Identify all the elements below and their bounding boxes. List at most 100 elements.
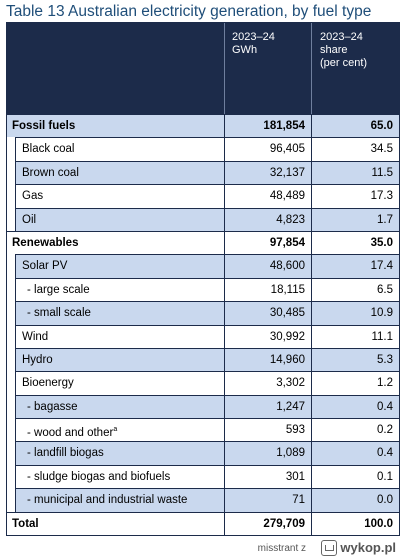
gwh-value: 30,992 xyxy=(269,330,305,343)
header-divider xyxy=(224,23,225,114)
cell-divider xyxy=(311,302,312,325)
indent-gutter xyxy=(7,277,15,302)
row-label-text: Hydro xyxy=(22,353,53,366)
cell-divider xyxy=(15,278,16,302)
cell-divider xyxy=(15,255,16,278)
cell-divider xyxy=(15,442,16,465)
gwh-value: 301 xyxy=(285,470,305,483)
row-label-text: - large scale xyxy=(27,283,90,296)
data-table: 2023–24 GWh 2023–24 share (per cent) Fos… xyxy=(6,22,400,536)
indent-gutter xyxy=(7,347,15,372)
header-gwh: 2023–24 GWh xyxy=(232,31,275,56)
cell-divider xyxy=(15,161,16,185)
table-row: - large scale 18,115 6.5 xyxy=(7,277,399,302)
share-value: 0.2 xyxy=(377,424,393,437)
cell-divider xyxy=(311,185,312,208)
table-row: - sludge biogas and biofuels 301 0.1 xyxy=(7,464,399,489)
share-value: 65.0 xyxy=(370,120,393,132)
cell-divider xyxy=(15,185,16,208)
row-label: Hydro xyxy=(22,349,53,371)
gwh-value: 279,709 xyxy=(263,517,305,530)
indent-gutter xyxy=(7,371,15,395)
row-label-text: Oil xyxy=(22,213,37,226)
watermark-user: misstrant z xyxy=(257,543,306,554)
cell-divider xyxy=(311,208,312,231)
table-row: Solar PV 48,600 17.4 xyxy=(7,254,399,278)
indent-gutter xyxy=(7,160,15,185)
cell-divider xyxy=(311,278,312,302)
cell-divider xyxy=(311,465,312,489)
cell-divider xyxy=(224,395,225,419)
cell-divider xyxy=(311,161,312,185)
row-label-text: Bioenergy xyxy=(22,377,74,390)
indent-gutter xyxy=(7,254,15,278)
table-row: - landfill biogas 1,089 0.4 xyxy=(7,441,399,465)
cell-divider xyxy=(311,325,312,348)
gwh-value: 30,485 xyxy=(269,307,305,320)
cell-divider xyxy=(224,489,225,512)
table-title: Table 13 Australian electricity generati… xyxy=(6,3,372,20)
table-row: - bagasse 1,247 0.4 xyxy=(7,394,399,419)
watermark-site: wykop.pl xyxy=(340,540,396,555)
gwh-value: 1,089 xyxy=(276,447,305,460)
cell-divider xyxy=(15,395,16,419)
share-value: 0.0 xyxy=(377,494,393,507)
indent-gutter xyxy=(7,488,15,512)
cell-divider xyxy=(224,278,225,302)
indent-gutter xyxy=(7,418,15,442)
table-header: 2023–24 GWh 2023–24 share (per cent) xyxy=(7,23,399,114)
row-label: Gas xyxy=(22,185,43,207)
share-value: 17.3 xyxy=(370,190,393,203)
row-label-text: - small scale xyxy=(27,307,91,320)
row-label: Fossil fuels xyxy=(12,115,75,137)
indent-gutter xyxy=(7,394,15,419)
table-row: Hydro 14,960 5.3 xyxy=(7,347,399,372)
table-row: Black coal 96,405 34.5 xyxy=(7,137,399,161)
cell-divider xyxy=(15,138,16,161)
gwh-value: 32,137 xyxy=(269,166,305,179)
cell-divider xyxy=(224,208,225,231)
row-label-text: Gas xyxy=(22,190,44,203)
share-value: 10.9 xyxy=(370,307,393,320)
cell-divider xyxy=(224,161,225,185)
cell-divider xyxy=(311,372,312,395)
table-row: Oil 4,823 1.7 xyxy=(7,207,399,231)
indent-gutter xyxy=(7,137,15,161)
cell-divider xyxy=(224,138,225,161)
gwh-value: 18,115 xyxy=(270,283,305,296)
cell-divider xyxy=(15,302,16,325)
row-label: Total xyxy=(12,513,39,535)
cell-divider xyxy=(311,489,312,512)
wykop-logo-icon xyxy=(321,540,338,556)
cell-divider xyxy=(15,348,16,372)
gwh-value: 48,600 xyxy=(269,260,305,273)
gwh-value: 97,854 xyxy=(269,236,305,249)
cell-divider xyxy=(311,138,312,161)
header-divider xyxy=(311,23,312,114)
gwh-value: 71 xyxy=(292,494,305,507)
cell-divider xyxy=(311,512,312,535)
row-label-text: - municipal and industrial waste xyxy=(27,494,188,507)
row-label: Renewables xyxy=(12,232,78,254)
cell-divider xyxy=(224,185,225,208)
row-label-text: Renewables xyxy=(12,236,79,249)
share-value: 34.5 xyxy=(370,143,393,156)
cell-divider xyxy=(15,325,16,348)
share-value: 0.4 xyxy=(377,400,393,413)
table-row: - small scale 30,485 10.9 xyxy=(7,301,399,325)
share-value: 0.1 xyxy=(377,470,393,483)
share-value: 0.4 xyxy=(377,447,393,460)
gwh-value: 593 xyxy=(285,424,305,437)
cell-divider xyxy=(224,512,225,535)
table-row: Renewables 97,854 35.0 xyxy=(7,230,399,255)
share-value: 100.0 xyxy=(364,517,393,530)
share-value: 1.2 xyxy=(377,377,393,390)
row-label: Oil xyxy=(22,209,36,231)
cell-divider xyxy=(224,372,225,395)
row-label: - bagasse xyxy=(27,396,78,418)
row-label-text: Total xyxy=(12,517,39,530)
indent-gutter xyxy=(7,324,15,348)
indent-gutter xyxy=(7,464,15,489)
row-label: Solar PV xyxy=(22,255,67,277)
cell-divider xyxy=(15,465,16,489)
